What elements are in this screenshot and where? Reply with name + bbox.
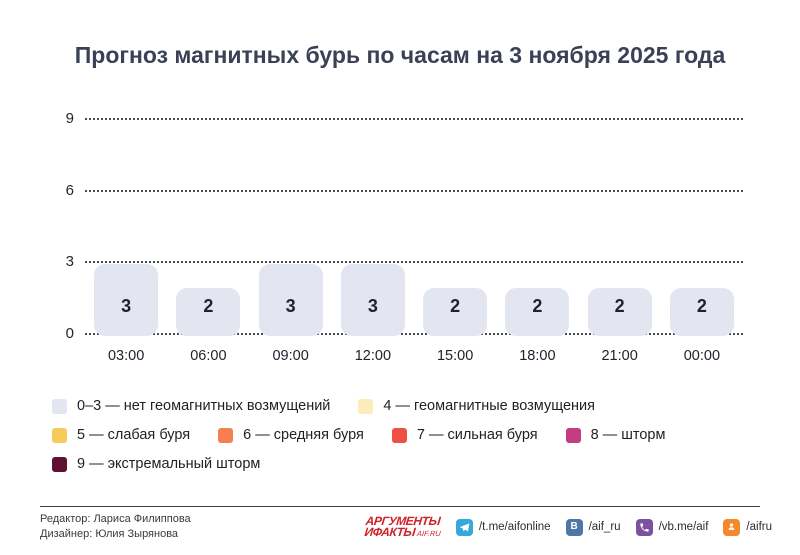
viber-handle: /vb.me/aif <box>658 521 709 533</box>
y-axis-tick-label: 3 <box>65 253 74 271</box>
legend-label: 4 — геомагнитные возмущения <box>383 398 595 414</box>
telegram-handle: /t.me/aifonline <box>478 521 551 533</box>
bar: 2 <box>423 288 488 336</box>
legend-label: 9 — экстремальный шторм <box>77 456 261 472</box>
x-axis-tick-label: 21:00 <box>601 348 638 364</box>
bar-slot: 2 <box>579 120 661 336</box>
legend-row: 0–3 — нет геомагнитных возмущений 4 — гео… <box>52 398 665 414</box>
social-telegram[interactable]: /t.me/aifonline <box>455 518 551 536</box>
legend-swatch <box>52 427 67 443</box>
gridline <box>85 261 743 264</box>
legend-item: 9 — экстремальный шторм <box>52 456 260 472</box>
bar-slot: 2 <box>414 120 496 336</box>
footer-divider <box>40 506 760 507</box>
legend-label: 0–3 — нет геомагнитных возмущений <box>77 398 331 414</box>
telegram-icon <box>455 518 473 536</box>
legend: 0–3 — нет геомагнитных возмущений 4 — гео… <box>52 398 665 472</box>
credits: Редактор: Лариса Филиппова Дизайнер: Юли… <box>40 512 191 542</box>
bar: 2 <box>176 288 241 336</box>
bar-value-label: 2 <box>532 296 543 316</box>
viber-icon <box>635 518 653 536</box>
logo-suffix: AIF.RU <box>416 528 441 538</box>
legend-row: 5 — слабая буря 6 — средняя буря 7 — сильн… <box>52 427 665 443</box>
ok-icon <box>723 518 741 536</box>
legend-item: 8 — шторм <box>565 427 666 443</box>
bar-slot: 3 <box>332 120 414 336</box>
x-axis-tick-label: 09:00 <box>272 348 309 364</box>
footer: Редактор: Лариса Филиппова Дизайнер: Юли… <box>40 512 772 542</box>
social-viber[interactable]: /vb.me/aif <box>635 518 709 536</box>
legend-label: 7 — сильная буря <box>416 427 538 443</box>
gridline <box>85 333 743 335</box>
bar-slot: 2 <box>167 120 249 336</box>
bar-value-label: 2 <box>203 296 214 316</box>
bar: 2 <box>587 288 652 336</box>
legend-item: 4 — геомагнитные возмущения <box>358 398 595 414</box>
y-axis-tick-label: 0 <box>65 325 74 342</box>
legend-label: 5 — слабая буря <box>77 427 191 443</box>
gridline <box>85 118 743 120</box>
logo-line2: ИФАКТЫ <box>363 524 416 539</box>
footer-right: АРГУМЕНТЫ ИФАКТЫ AIF.RU /t.me/aifonline … <box>363 514 772 539</box>
vk-icon: В <box>565 518 583 536</box>
social-ok[interactable]: /aifru <box>723 518 772 536</box>
bar-slot: 2 <box>496 120 578 336</box>
bar-slot: 3 <box>250 120 332 336</box>
bar-slot: 2 <box>661 120 743 336</box>
legend-swatch <box>391 427 407 443</box>
x-axis-tick-label: 18:00 <box>519 348 556 364</box>
y-axis-tick-label: 6 <box>65 181 74 199</box>
bar: 3 <box>258 264 323 336</box>
y-axis-tick-label: 9 <box>65 110 74 127</box>
legend-swatch <box>218 427 234 443</box>
legend-item: 0–3 — нет геомагнитных возмущений <box>52 398 330 414</box>
bar-value-label: 2 <box>614 296 625 316</box>
legend-label: 6 — средняя буря <box>243 427 364 443</box>
bar-value-label: 2 <box>696 296 707 316</box>
x-axis-tick-label: 00:00 <box>683 348 721 364</box>
ok-handle: /aifru <box>746 521 772 533</box>
legend-item: 7 — сильная буря <box>391 427 538 443</box>
legend-label: 8 — шторм <box>590 427 666 443</box>
gridline <box>85 189 743 192</box>
x-axis-tick-label: 03:00 <box>107 348 145 364</box>
vk-handle: /aif_ru <box>588 521 621 533</box>
bar-value-label: 3 <box>367 296 378 316</box>
bar: 3 <box>340 264 405 336</box>
social-vk[interactable]: В /aif_ru <box>565 518 621 536</box>
credit-editor: Редактор: Лариса Филиппова <box>40 513 191 525</box>
bar-value-label: 3 <box>121 296 132 316</box>
bar: 2 <box>669 288 734 336</box>
x-axis: 03:00 06:00 09:00 12:00 15:00 18:00 21:00 00:00 <box>85 348 743 364</box>
legend-swatch <box>565 427 581 443</box>
bar-value-label: 2 <box>450 296 461 316</box>
bar: 3 <box>94 264 159 336</box>
legend-swatch <box>358 398 374 414</box>
bar: 2 <box>505 288 570 336</box>
x-axis-tick-label: 15:00 <box>436 348 474 364</box>
legend-row: 9 — экстремальный шторм <box>52 456 665 472</box>
legend-item: 5 — слабая буря <box>52 427 190 443</box>
x-axis-tick-label: 12:00 <box>354 348 392 364</box>
legend-swatch <box>52 456 67 472</box>
x-axis-tick-label: 06:00 <box>190 348 227 364</box>
bars: 3 2 3 3 2 2 2 2 <box>85 120 743 336</box>
aif-logo: АРГУМЕНТЫ ИФАКТЫ AIF.RU <box>363 514 442 539</box>
credit-designer: Дизайнер: Юлия Зырянова <box>40 528 179 540</box>
legend-swatch <box>52 398 67 414</box>
y-axis: 0 3 6 9 <box>40 110 74 342</box>
bar-chart: 3 2 3 3 2 2 2 2 <box>85 118 743 336</box>
page-title: Прогноз магнитных бурь по часам на 3 ноя… <box>74 42 726 68</box>
bar-value-label: 3 <box>285 296 296 316</box>
legend-item: 6 — средняя буря <box>218 427 364 443</box>
bar-slot: 3 <box>85 120 167 336</box>
